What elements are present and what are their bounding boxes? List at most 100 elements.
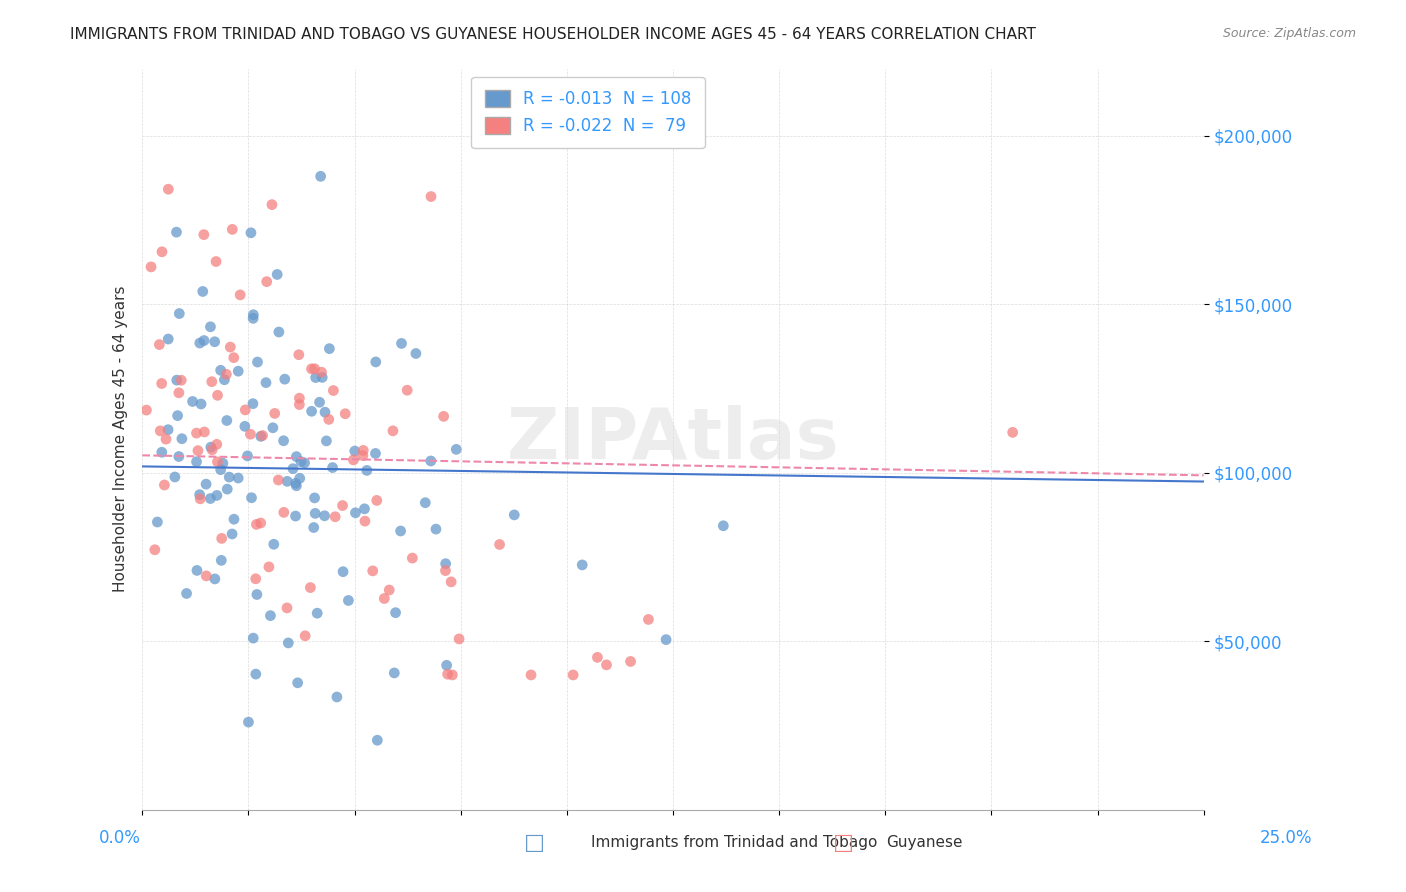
Point <box>301 362 323 376</box>
Point <box>135 403 157 417</box>
Point <box>337 593 360 607</box>
Point <box>150 445 173 459</box>
Point <box>353 501 375 516</box>
Point <box>209 363 232 377</box>
Point <box>364 355 387 369</box>
Point <box>245 517 267 532</box>
Point <box>488 537 510 551</box>
Point <box>190 397 212 411</box>
Point <box>226 364 249 378</box>
Point <box>215 368 238 382</box>
Point <box>332 499 354 513</box>
Point <box>163 470 186 484</box>
Point <box>433 409 456 424</box>
Point <box>256 275 278 289</box>
Point <box>290 455 312 469</box>
Point <box>143 542 166 557</box>
Point <box>263 537 285 551</box>
Point <box>191 285 214 299</box>
Point <box>273 434 295 448</box>
Point <box>209 463 232 477</box>
Point <box>155 432 177 446</box>
Point <box>167 450 190 464</box>
Point <box>276 475 298 489</box>
Point <box>434 564 457 578</box>
Point <box>301 404 323 418</box>
Text: 25.0%: 25.0% <box>1260 830 1313 847</box>
Point <box>311 370 333 384</box>
Point <box>267 473 290 487</box>
Point <box>401 551 423 566</box>
Point <box>266 268 288 282</box>
Point <box>288 471 311 485</box>
Point <box>354 514 377 528</box>
Point <box>233 419 256 434</box>
Point <box>226 471 249 485</box>
Point <box>309 169 332 184</box>
Point <box>239 226 262 240</box>
Point <box>366 493 388 508</box>
Point <box>586 650 609 665</box>
Point <box>322 384 344 398</box>
Point <box>242 397 264 411</box>
Point <box>229 288 252 302</box>
Point <box>304 361 326 376</box>
Point <box>288 391 311 405</box>
Point <box>245 572 267 586</box>
Point <box>238 715 260 730</box>
Point <box>246 587 269 601</box>
Point <box>200 440 222 454</box>
Point <box>562 668 585 682</box>
Point <box>242 308 264 322</box>
Text: □: □ <box>834 833 853 853</box>
Point <box>323 509 346 524</box>
Point <box>307 606 329 620</box>
Point <box>166 409 188 423</box>
Point <box>139 260 162 274</box>
Point <box>381 424 404 438</box>
Point <box>207 455 229 469</box>
Point <box>201 375 224 389</box>
Point <box>239 427 262 442</box>
Point <box>342 453 364 467</box>
Point <box>195 477 218 491</box>
Point <box>188 488 211 502</box>
Point <box>215 413 238 427</box>
Point <box>166 373 188 387</box>
Point <box>240 491 263 505</box>
Point <box>211 532 233 546</box>
Point <box>204 572 226 586</box>
Point <box>249 516 271 530</box>
Point <box>436 667 458 681</box>
Point <box>167 385 190 400</box>
Point <box>419 454 441 468</box>
Point <box>302 520 325 534</box>
Point <box>441 668 464 682</box>
Point <box>420 189 443 203</box>
Point <box>204 334 226 349</box>
Point <box>150 376 173 391</box>
Point <box>440 574 463 589</box>
Point <box>207 388 229 402</box>
Point <box>361 564 384 578</box>
Point <box>260 197 283 211</box>
Point <box>186 563 208 577</box>
Point <box>233 403 256 417</box>
Text: ZIPAtlas: ZIPAtlas <box>506 405 839 474</box>
Point <box>166 225 188 239</box>
Point <box>200 491 222 506</box>
Point <box>449 632 471 646</box>
Point <box>382 665 405 680</box>
Point <box>273 505 295 519</box>
Point <box>364 446 387 460</box>
Point <box>150 244 173 259</box>
Point <box>281 461 304 475</box>
Legend: R = -0.013  N = 108, R = -0.022  N =  79: R = -0.013 N = 108, R = -0.022 N = 79 <box>471 77 704 148</box>
Point <box>153 478 176 492</box>
Point <box>294 456 316 470</box>
Point <box>221 527 243 541</box>
Point <box>252 428 274 442</box>
Point <box>425 522 447 536</box>
Point <box>711 518 734 533</box>
Point <box>405 346 427 360</box>
